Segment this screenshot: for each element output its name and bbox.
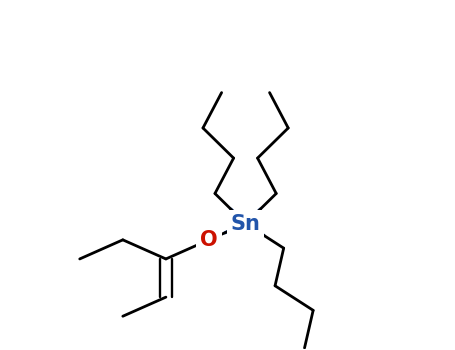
Text: Sn: Sn <box>231 214 261 233</box>
Text: O: O <box>200 230 218 250</box>
